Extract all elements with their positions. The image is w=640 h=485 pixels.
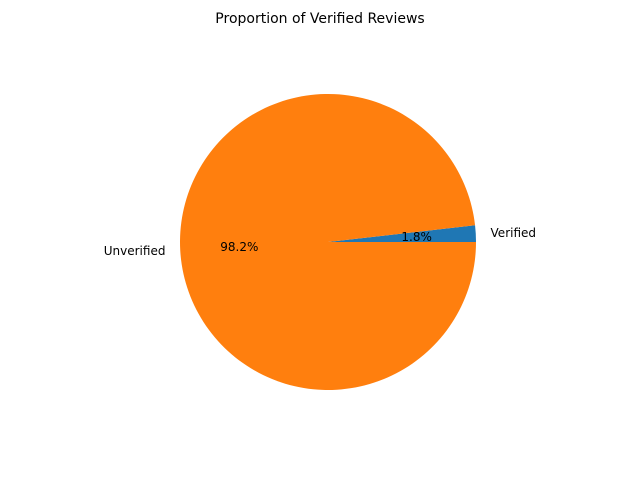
chart-title: Proportion of Verified Reviews (215, 11, 424, 27)
pie-labels: Verified 1.8% Unverified 98.2% (104, 226, 536, 258)
pie-pct-verified: 1.8% (401, 230, 432, 244)
pie-slices (180, 93, 477, 390)
pie-slice-unverified (180, 93, 477, 390)
pie-label-verified: Verified (491, 226, 537, 240)
pie-pct-unverified: 98.2% (220, 240, 258, 254)
pie-label-unverified: Unverified (104, 244, 166, 258)
pie-slice-verified (328, 225, 476, 242)
